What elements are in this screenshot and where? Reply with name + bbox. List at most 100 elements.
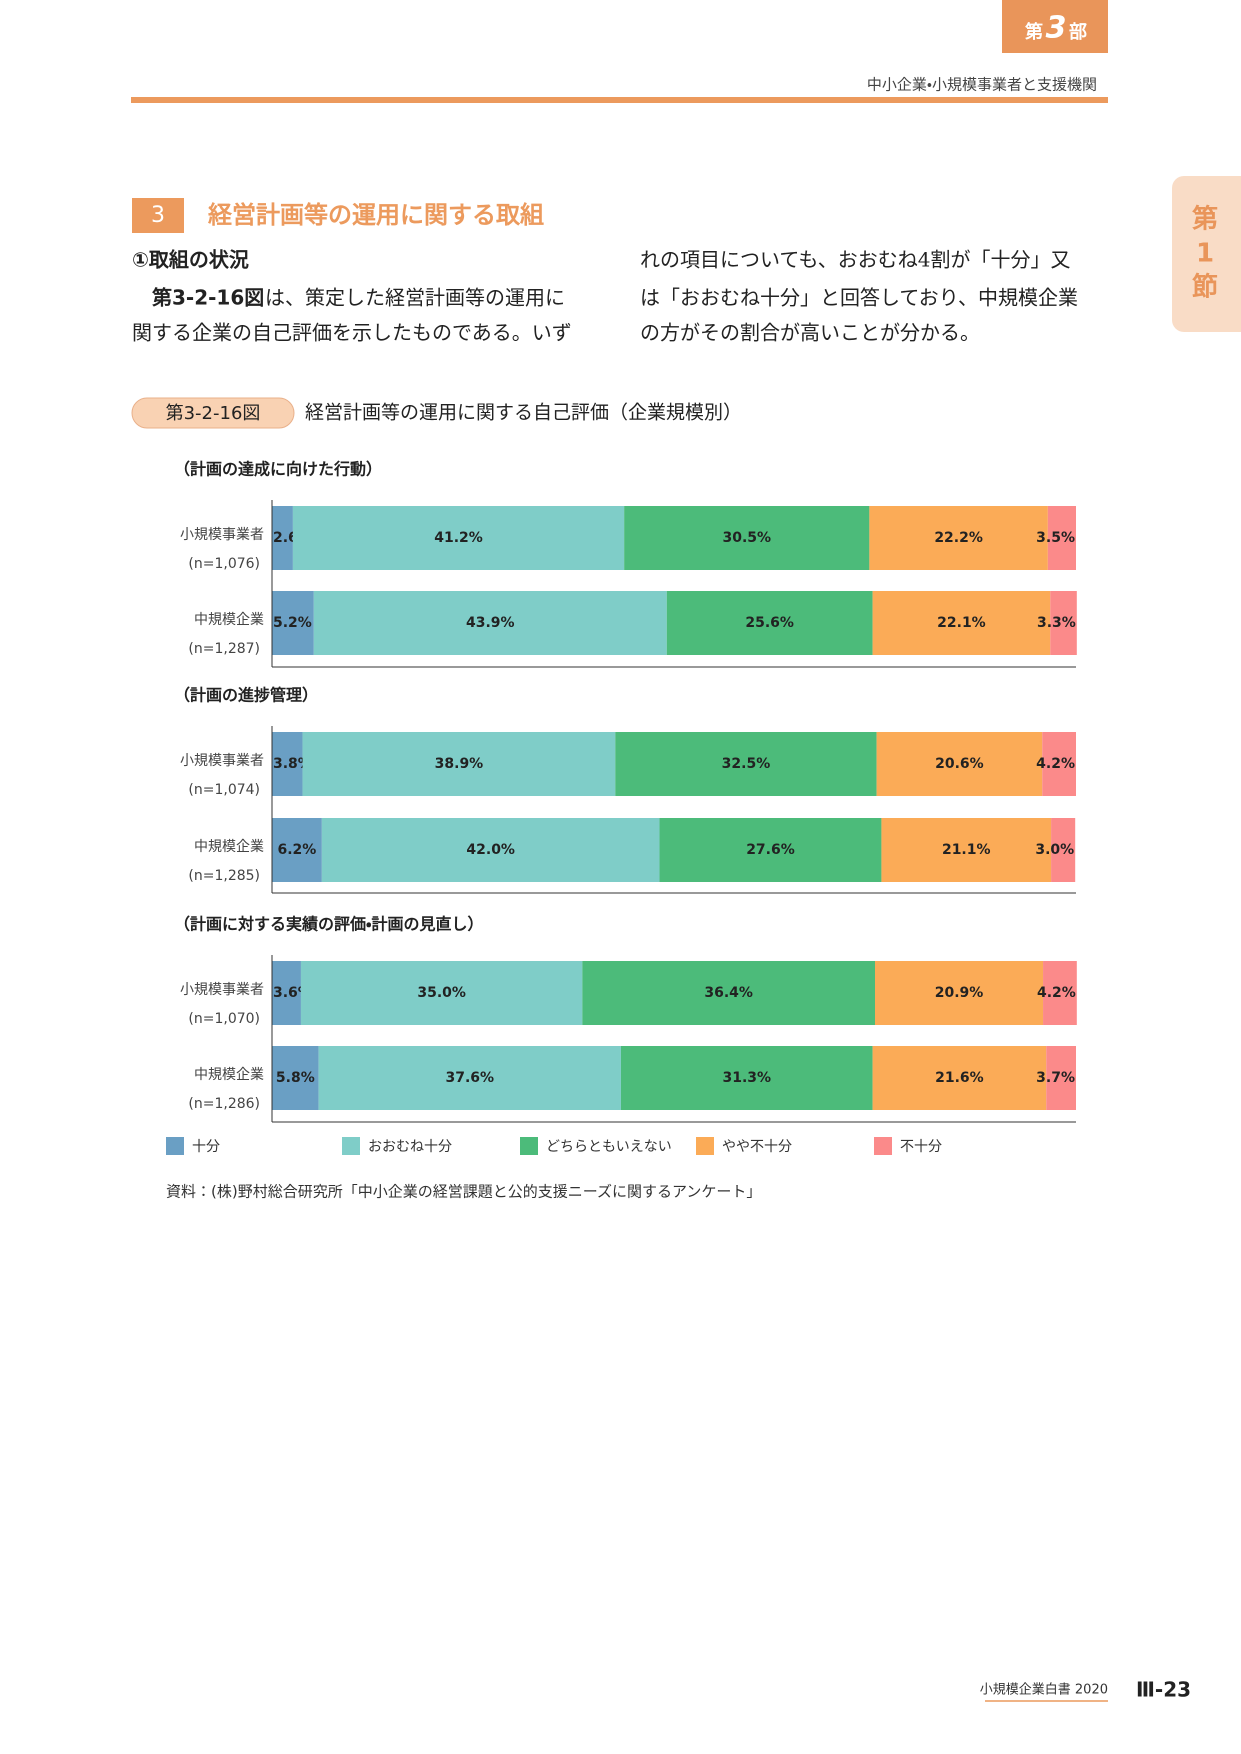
value-label: 43.9% (466, 615, 515, 631)
category-n-label: (n=1,287) (188, 641, 260, 657)
category-n-label: (n=1,286) (188, 1096, 260, 1112)
figure-label: 第3-2-16図 (166, 403, 261, 424)
side-tab-char: 1 (1196, 239, 1214, 269)
figure-reference: 第3-2-16図 (152, 286, 264, 310)
part-suffix: 部 (1069, 21, 1087, 43)
bar-segment (272, 732, 303, 796)
bar-segment (872, 1046, 1047, 1110)
legend-label: 十分 (192, 1139, 220, 1155)
value-label: 38.9% (435, 756, 484, 772)
bar-segment (620, 1046, 873, 1110)
bar-segment (272, 591, 314, 655)
category-label: 小規模事業者 (180, 753, 264, 769)
bar-segment (1050, 591, 1077, 655)
legend-swatch (874, 1137, 892, 1155)
bar-segment (666, 591, 873, 655)
bar-segment (321, 818, 660, 882)
chart-title: （計画の進捗管理） (174, 686, 318, 705)
side-tab (1172, 176, 1241, 332)
category-n-label: (n=1,074) (188, 782, 260, 798)
figure-label-pill (131, 397, 295, 429)
bar-segment (272, 961, 301, 1025)
value-label: 30.5% (722, 530, 771, 546)
body-line: は、策定した経営計画等の運用に (265, 286, 565, 310)
bar-segment (300, 961, 583, 1025)
value-label: 21.1% (942, 842, 991, 858)
category-n-label: (n=1,076) (188, 556, 260, 572)
bar-segment (872, 591, 1051, 655)
section-number-box (132, 198, 184, 233)
section-title: 経営計画等の運用に関する取組 (207, 201, 544, 229)
header-rule (131, 97, 1108, 103)
value-label: 20.6% (935, 756, 984, 772)
bar-segment (313, 591, 667, 655)
figure-source: 資料：(株)野村総合研究所「中小企業の経営課題と公的支援ニーズに関するアンケート… (166, 1183, 761, 1201)
bar-segment (881, 818, 1052, 882)
value-label: 22.2% (934, 530, 983, 546)
legend-swatch (166, 1137, 184, 1155)
value-label: 36.4% (704, 985, 753, 1001)
legend-swatch (696, 1137, 714, 1155)
value-label: 31.3% (722, 1070, 771, 1086)
running-title: 中小企業・小規模事業者と支援機関 (867, 76, 1097, 94)
part-prefix: 第 (1025, 21, 1043, 43)
value-label: 21.6% (935, 1070, 984, 1086)
value-label: 41.2% (434, 530, 483, 546)
body-line: は「おおむね十分」と回答しており、中規模企業 (640, 286, 1078, 310)
bar-segment (292, 506, 625, 570)
bar-segment (615, 732, 877, 796)
figure-title: 経営計画等の運用に関する自己評価（企業規模別） (305, 402, 742, 424)
legend-label: やや不十分 (722, 1139, 792, 1155)
value-label: 42.0% (466, 842, 515, 858)
legend-swatch (342, 1137, 360, 1155)
bar-segment (272, 818, 322, 882)
chart-title: （計画の達成に向けた行動） (174, 460, 382, 479)
value-label: 22.1% (937, 615, 986, 631)
value-label: 3.5% (1036, 530, 1075, 546)
value-label: 5.8% (276, 1070, 315, 1086)
bar-segment (272, 506, 293, 570)
value-label: 35.0% (417, 985, 466, 1001)
value-label: 3.3% (1037, 615, 1076, 631)
value-label: 20.9% (935, 985, 984, 1001)
category-label: 中規模企業 (194, 839, 264, 855)
section-subtitle: ①取組の状況 (132, 248, 249, 272)
legend-label: おおむね十分 (368, 1139, 452, 1155)
value-label: 3.7% (1036, 1070, 1075, 1086)
bar-segment (659, 818, 882, 882)
value-label: 3.0% (1035, 842, 1074, 858)
category-label: 小規模事業者 (180, 527, 264, 543)
part-tab (1002, 0, 1108, 53)
legend-swatch (520, 1137, 538, 1155)
value-label: 27.6% (746, 842, 795, 858)
side-tab-char: 第 (1192, 204, 1218, 235)
value-label: 32.5% (722, 756, 771, 772)
page-number: Ⅲ-23 (1136, 1678, 1191, 1702)
value-label: 4.2% (1036, 756, 1075, 772)
body-line: の方がその割合が高いことが分かる。 (640, 321, 980, 345)
part-number: 3 (1046, 11, 1067, 46)
category-label: 中規模企業 (194, 612, 264, 628)
bar-segment (869, 506, 1048, 570)
bar-segment (1047, 506, 1076, 570)
bar-segment (1046, 1046, 1076, 1110)
category-n-label: (n=1,070) (188, 1011, 260, 1027)
bar-segment (876, 732, 1043, 796)
body-line: 関する企業の自己評価を示したものである。いず (132, 321, 572, 345)
category-label: 中規模企業 (194, 1067, 264, 1083)
bar-segment (582, 961, 875, 1025)
section-number: 3 (151, 203, 165, 228)
chart-title: （計画に対する実績の評価・計画の見直し） (174, 915, 483, 934)
legend-label: 不十分 (900, 1139, 942, 1155)
value-label: 5.2% (273, 615, 312, 631)
category-n-label: (n=1,285) (188, 868, 260, 884)
bar-segment (318, 1046, 621, 1110)
bar-segment (875, 961, 1044, 1025)
legend-label: どちらともいえない (546, 1139, 672, 1155)
body-line: れの項目についても、おおむね4割が「十分」又 (640, 248, 1071, 272)
value-label: 6.2% (278, 842, 317, 858)
side-tab-char: 節 (1192, 272, 1218, 303)
footer-book: 小規模企業白書 2020 (980, 1682, 1108, 1698)
